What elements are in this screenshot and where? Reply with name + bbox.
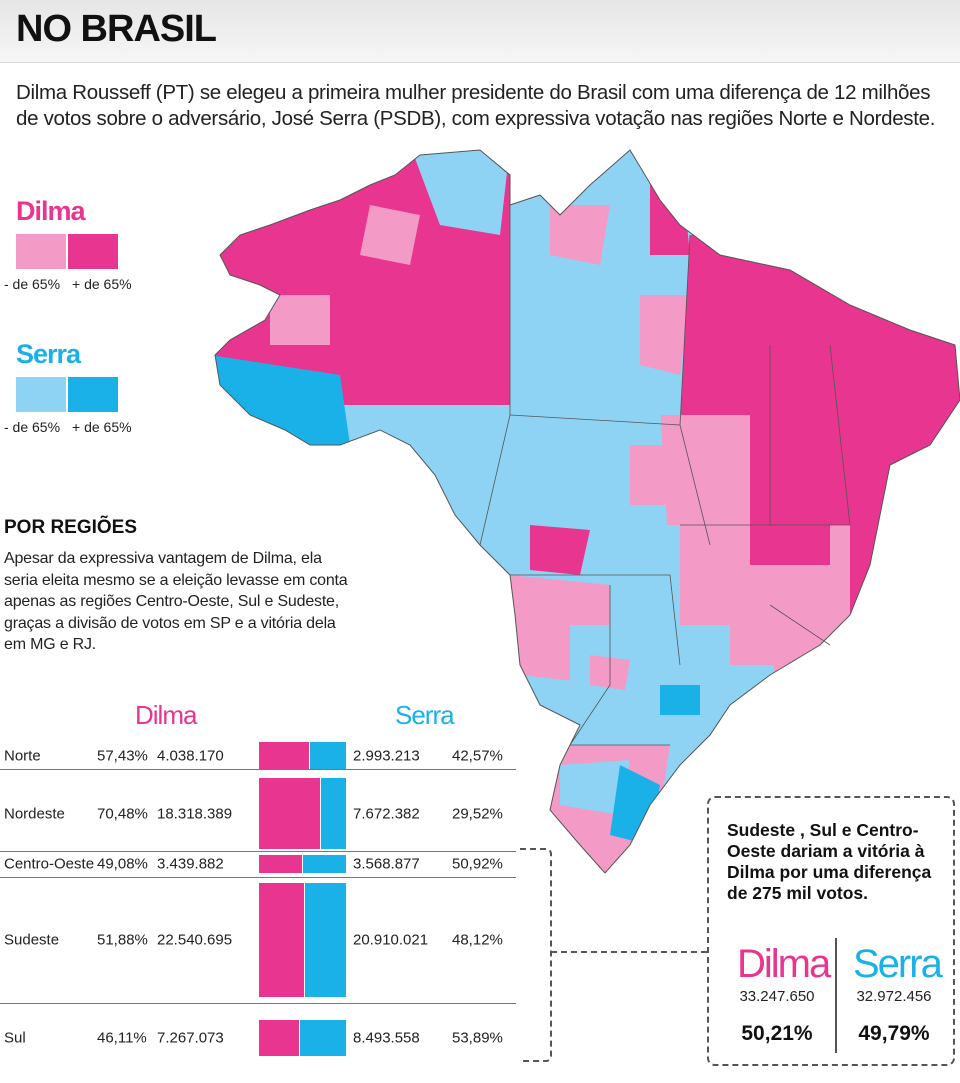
bracket-connector [520,848,552,1062]
dilma-votes: 4.038.170 [157,747,224,764]
brazil-election-map [214,149,960,874]
serra-votes: 8.493.558 [353,1029,420,1047]
region-amazonas-light [270,295,330,345]
legend-dilma-high-label: + de 65% [72,276,132,292]
serra-votes: 7.672.382 [353,805,420,822]
legend-serra-high-swatch [68,377,118,412]
region-name: Sudeste [4,931,60,949]
dilma-bar [259,742,309,769]
summary-dilma-votes: 33.247.650 [739,988,815,1005]
region-sp-dark [660,685,700,715]
dilma-pct: 70,48% [97,805,148,822]
regions-text: Apesar da expressiva vantagem de Dilma, … [4,550,348,653]
summary-serra-votes: 32.972.456 [856,988,932,1005]
summary-dilma-name: Dilma [737,942,831,986]
dilma-bar [259,778,320,849]
dilma-pct: 51,88% [97,931,148,949]
serra-pct: 48,12% [452,931,503,949]
serra-pct: 42,57% [452,747,503,764]
serra-bar [321,778,346,849]
dilma-pct: 57,43% [97,747,148,764]
serra-pct: 50,92% [452,855,503,873]
summary-text: Sudeste , Sul e Centro-Oeste dariam a vi… [727,820,932,903]
regions-title: POR REGIÕES [4,517,138,538]
summary-serra-name: Serra [853,942,943,986]
legend-dilma-low-swatch [16,234,66,269]
table-header-serra: Serra [395,700,455,730]
legend-serra-title: Serra [16,339,81,369]
row-divider [0,1003,516,1004]
header-bar: NO BRASIL [0,0,960,63]
legend-serra-low-swatch [16,377,66,412]
table-header-dilma: Dilma [135,700,197,730]
serra-votes: 20.910.021 [353,931,429,949]
dilma-bar [259,1020,299,1056]
legend-dilma-low-label: - de 65% [4,276,61,292]
region-name: Nordeste [4,805,65,822]
dilma-votes: 7.267.073 [157,1029,224,1047]
row-divider [0,877,516,878]
region-south-serra [560,760,630,815]
brazil-outline [214,149,960,874]
serra-votes: 3.568.877 [353,855,420,873]
state-borders [479,205,851,746]
table-row: Centro-Oeste 49,08% 3.439.882 3.568.877 50,9… [0,852,516,876]
region-para-north-light [550,205,610,265]
serra-bar [305,883,346,997]
region-mt-light [630,445,670,505]
legend-serra-high-label: + de 65% [72,419,132,435]
row-divider [0,851,516,852]
region-name: Centro-Oeste [4,855,95,873]
table-row: Nordeste 70,48% 18.318.389 7.672.382 29,52% [0,775,516,852]
region-mt-dilma [530,525,590,575]
serra-pct: 53,89% [452,1029,503,1047]
dilma-pct: 49,08% [97,855,148,873]
row-divider [0,769,516,770]
region-amapa [650,155,690,255]
serra-pct: 29,52% [452,805,503,822]
region-roraima [410,150,510,235]
region-name: Sul [4,1029,26,1047]
legend-dilma-title: Dilma [16,196,86,226]
table-row: Sul 46,11% 7.267.073 8.493.558 53,89% [0,1017,516,1059]
summary-dilma-pct: 50,21% [741,1022,813,1045]
summary-serra-pct: 49,79% [858,1022,930,1045]
dilma-votes: 18.318.389 [157,805,233,822]
table-row: Sudeste 51,88% 22.540.695 20.910.021 48,12% [0,880,516,1000]
dilma-bar [259,883,304,997]
serra-bar [303,855,346,873]
dilma-votes: 3.439.882 [157,855,224,873]
dilma-votes: 22.540.695 [157,931,233,949]
legend-dilma-high-swatch [68,234,118,269]
region-north-minas [750,505,830,565]
region-amazonas-light-2 [360,205,420,265]
serra-bar [310,742,346,769]
serra-votes: 2.993.213 [353,747,420,764]
dilma-bar [259,855,302,873]
dilma-pct: 46,11% [97,1029,147,1047]
intro-text: Dilma Rousseff (PT) se elegeu a primeira… [16,81,936,130]
summary-divider [835,938,837,1053]
table-row: Norte 57,43% 4.038.170 2.993.213 42,57% [0,739,516,772]
region-name: Norte [4,747,41,764]
summary-box: Sudeste , Sul e Centro-Oeste dariam a vi… [707,796,955,1066]
dashed-connector-line [551,951,707,953]
legend-serra-low-label: - de 65% [4,419,61,435]
region-para-east-light [640,295,690,375]
page-title: NO BRASIL [16,8,217,50]
serra-bar [300,1020,346,1056]
